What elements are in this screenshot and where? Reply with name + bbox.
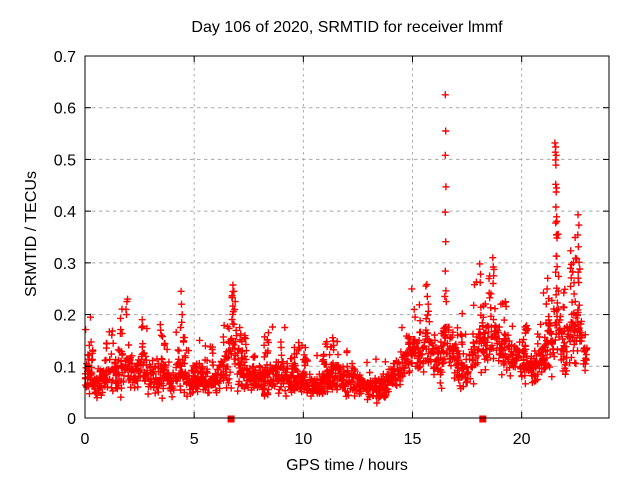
chart-title: Day 106 of 2020, SRMTID for receiver lmm… (191, 19, 503, 36)
x-axis-label: GPS time / hours (286, 457, 408, 474)
x-tick-label: 5 (190, 431, 199, 448)
scatter-points (81, 91, 591, 407)
plot-border (84, 55, 610, 419)
zero-square-marker (227, 415, 235, 423)
y-tick-label: 0.2 (54, 308, 76, 325)
x-tick-label: 0 (81, 431, 90, 448)
zero-square-marker (479, 415, 487, 423)
y-tick-label: 0.1 (54, 359, 76, 376)
y-tick-label: 0.5 (54, 152, 76, 169)
y-tick-label: 0.3 (54, 256, 76, 273)
y-tick-label: 0.4 (54, 204, 76, 221)
x-tick-label: 10 (294, 431, 312, 448)
y-tick-label: 0.6 (54, 101, 76, 118)
y-axis-label: SRMTID / TECUs (23, 171, 40, 297)
x-tick-label: 15 (404, 431, 422, 448)
zero-markers (227, 415, 487, 423)
x-tick-label: 20 (513, 431, 531, 448)
x-tick-labels: 0 5 10 15 20 (81, 431, 531, 448)
y-tick-label: 0 (67, 411, 76, 428)
y-tick-label: 0.7 (54, 49, 76, 66)
y-tick-labels: 0 0.1 0.2 0.3 0.4 0.5 0.6 0.7 (54, 49, 76, 428)
